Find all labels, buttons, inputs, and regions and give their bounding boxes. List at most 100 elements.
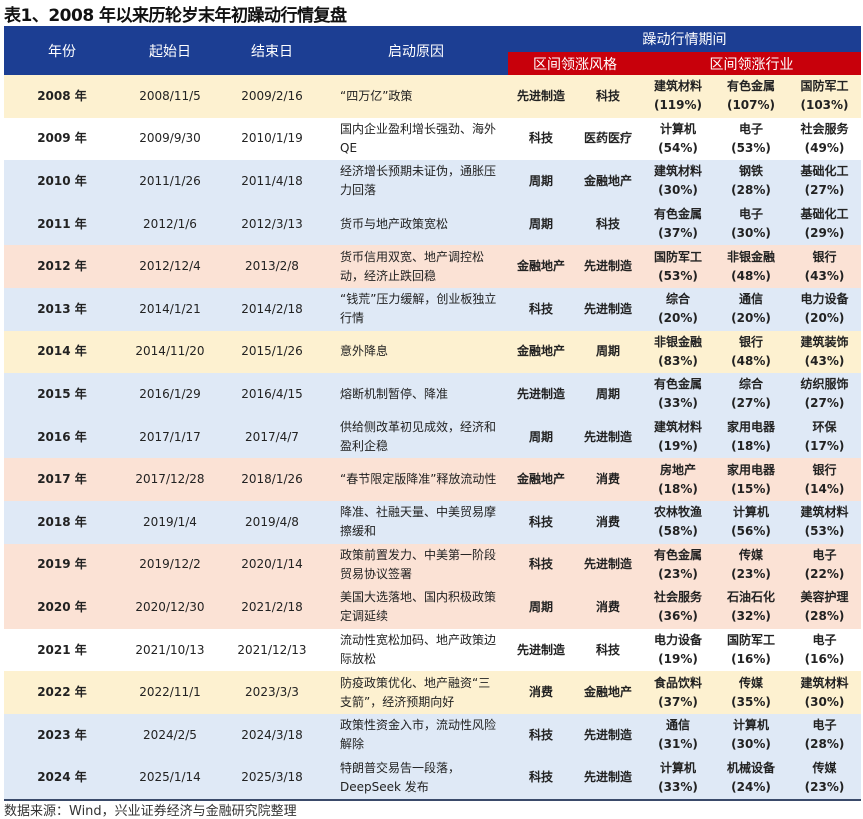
industry-1-cell: 有色金属 (37%) bbox=[642, 202, 714, 246]
industry-gain: (37%) bbox=[658, 694, 698, 709]
industry-name: 社会服务 bbox=[653, 590, 702, 605]
industry-name: 传媒 bbox=[738, 547, 763, 562]
industry-name: 电子 bbox=[738, 121, 763, 136]
reason-cell: 防疫政策优化、地产融资“三支箭”，经济预期向好 bbox=[324, 671, 508, 714]
industry-gain: (30%) bbox=[658, 183, 698, 198]
industry-name: 计算机 bbox=[732, 718, 769, 733]
year-cell: 2010 年 bbox=[4, 160, 120, 203]
industry-gain: (33%) bbox=[658, 779, 698, 794]
table-row: 2024 年 2025/1/14 2025/3/18 特朗普交易告一段落，DeepSe… bbox=[4, 756, 862, 802]
industry-gain: (18%) bbox=[658, 481, 698, 496]
style-1-cell: 金融地产 bbox=[508, 330, 574, 374]
reason-cell: 流动性宽松加码、地产政策边际放松 bbox=[324, 628, 508, 672]
industry-gain: (28%) bbox=[804, 737, 845, 752]
year-cell: 2017 年 bbox=[4, 458, 120, 501]
industry-gain: (28%) bbox=[804, 609, 845, 624]
industry-name: 纺织服饰 bbox=[800, 377, 849, 392]
industry-gain: (58%) bbox=[658, 524, 698, 539]
industry-name: 基础化工 bbox=[800, 164, 849, 179]
style-2-cell: 周期 bbox=[574, 373, 642, 416]
industry-gain: (53%) bbox=[658, 268, 698, 283]
year-cell: 2011 年 bbox=[4, 202, 120, 246]
industry-3-cell: 社会服务 (49%) bbox=[788, 117, 862, 161]
style-1-cell: 金融地产 bbox=[508, 458, 574, 501]
reason-cell: 意外降息 bbox=[324, 330, 508, 374]
industry-gain: (15%) bbox=[731, 481, 771, 496]
table-row: 2012 年 2012/12/4 2013/2/8 货币信用双宽、地产调控松动，经济止… bbox=[4, 245, 862, 288]
year-cell: 2022 年 bbox=[4, 671, 120, 714]
industry-1-cell: 建筑材料 (19%) bbox=[642, 415, 714, 459]
year-cell: 2024 年 bbox=[4, 756, 120, 802]
industry-name: 电子 bbox=[812, 633, 837, 648]
industry-gain: (23%) bbox=[804, 779, 845, 794]
industry-name: 非银金融 bbox=[726, 249, 775, 264]
style-1-cell: 金融地产 bbox=[508, 245, 574, 288]
reason-cell: “钱荒”压力缓解，创业板独立行情 bbox=[324, 287, 508, 331]
end-date-cell: 2012/3/13 bbox=[220, 202, 324, 246]
start-date-cell: 2016/1/29 bbox=[120, 373, 220, 416]
start-date-cell: 2021/10/13 bbox=[120, 628, 220, 672]
end-date-cell: 2013/2/8 bbox=[220, 245, 324, 288]
industry-3-cell: 银行 (14%) bbox=[788, 458, 862, 501]
table-row: 2021 年 2021/10/13 2021/12/13 流动性宽松加码、地产政策边际… bbox=[4, 628, 862, 672]
industry-gain: (29%) bbox=[804, 226, 845, 241]
end-date-cell: 2010/1/19 bbox=[220, 117, 324, 161]
industry-1-cell: 建筑材料 (119%) bbox=[642, 75, 714, 118]
industry-name: 有色金属 bbox=[653, 207, 702, 222]
style-1-cell: 科技 bbox=[508, 543, 574, 587]
industry-name: 美容护理 bbox=[800, 590, 849, 605]
style-1-cell: 科技 bbox=[508, 287, 574, 331]
start-date-cell: 2022/11/1 bbox=[120, 671, 220, 714]
industry-gain: (32%) bbox=[731, 609, 771, 624]
industry-gain: (19%) bbox=[658, 439, 698, 454]
industry-name: 传媒 bbox=[738, 675, 763, 690]
style-1-cell: 周期 bbox=[508, 202, 574, 246]
industry-2-cell: 传媒 (35%) bbox=[714, 671, 788, 714]
industry-gain: (56%) bbox=[731, 524, 771, 539]
style-1-cell: 周期 bbox=[508, 586, 574, 629]
industry-name: 银行 bbox=[812, 462, 837, 477]
industry-name: 农林牧渔 bbox=[653, 505, 702, 520]
industry-3-cell: 电子 (22%) bbox=[788, 543, 862, 587]
industry-1-cell: 计算机 (54%) bbox=[642, 117, 714, 161]
industry-3-cell: 电子 (16%) bbox=[788, 628, 862, 672]
start-date-cell: 2017/12/28 bbox=[120, 458, 220, 501]
industry-name: 非银金融 bbox=[653, 334, 702, 349]
industry-2-cell: 机械设备 (24%) bbox=[714, 756, 788, 802]
industry-name: 房地产 bbox=[659, 462, 696, 477]
end-date-cell: 2024/3/18 bbox=[220, 713, 324, 757]
industry-3-cell: 传媒 (23%) bbox=[788, 756, 862, 802]
end-date-cell: 2015/1/26 bbox=[220, 330, 324, 374]
end-date-cell: 2025/3/18 bbox=[220, 756, 324, 802]
industry-name: 家用电器 bbox=[726, 420, 775, 435]
reason-cell: 熔断机制暂停、降准 bbox=[324, 373, 508, 416]
style-2-cell: 先进制造 bbox=[574, 543, 642, 587]
industry-2-cell: 电子 (30%) bbox=[714, 202, 788, 246]
year-cell: 2023 年 bbox=[4, 713, 120, 757]
style-1-cell: 先进制造 bbox=[508, 628, 574, 672]
industry-2-cell: 钢铁 (28%) bbox=[714, 160, 788, 203]
reason-cell: 政策性资金入市，流动性风险解除 bbox=[324, 713, 508, 757]
reason-cell: 国内企业盈利增长强劲、海外 QE bbox=[324, 117, 508, 161]
industry-1-cell: 房地产 (18%) bbox=[642, 458, 714, 501]
industry-1-cell: 通信 (31%) bbox=[642, 713, 714, 757]
industry-2-cell: 计算机 (56%) bbox=[714, 500, 788, 544]
rally-review-table: 年份 起始日 结束日 启动原因 躁动行情期间 区间领涨风格 区间领涨行业 200… bbox=[4, 26, 862, 802]
industry-2-cell: 计算机 (30%) bbox=[714, 713, 788, 757]
industry-name: 建筑材料 bbox=[653, 420, 702, 435]
end-date-cell: 2018/1/26 bbox=[220, 458, 324, 501]
style-2-cell: 金融地产 bbox=[574, 160, 642, 203]
industry-1-cell: 国防军工 (53%) bbox=[642, 245, 714, 288]
industry-name: 建筑材料 bbox=[800, 505, 849, 520]
industry-gain: (49%) bbox=[804, 140, 845, 155]
style-2-cell: 科技 bbox=[574, 75, 642, 118]
style-2-cell: 医药医疗 bbox=[574, 117, 642, 161]
industry-2-cell: 综合 (27%) bbox=[714, 373, 788, 416]
industry-gain: (31%) bbox=[658, 737, 698, 752]
industry-1-cell: 有色金属 (23%) bbox=[642, 543, 714, 587]
style-2-cell: 先进制造 bbox=[574, 756, 642, 802]
style-1-cell: 科技 bbox=[508, 756, 574, 802]
industry-2-cell: 石油石化 (32%) bbox=[714, 586, 788, 629]
industry-name: 建筑材料 bbox=[653, 79, 702, 94]
start-date-cell: 2009/9/30 bbox=[120, 117, 220, 161]
